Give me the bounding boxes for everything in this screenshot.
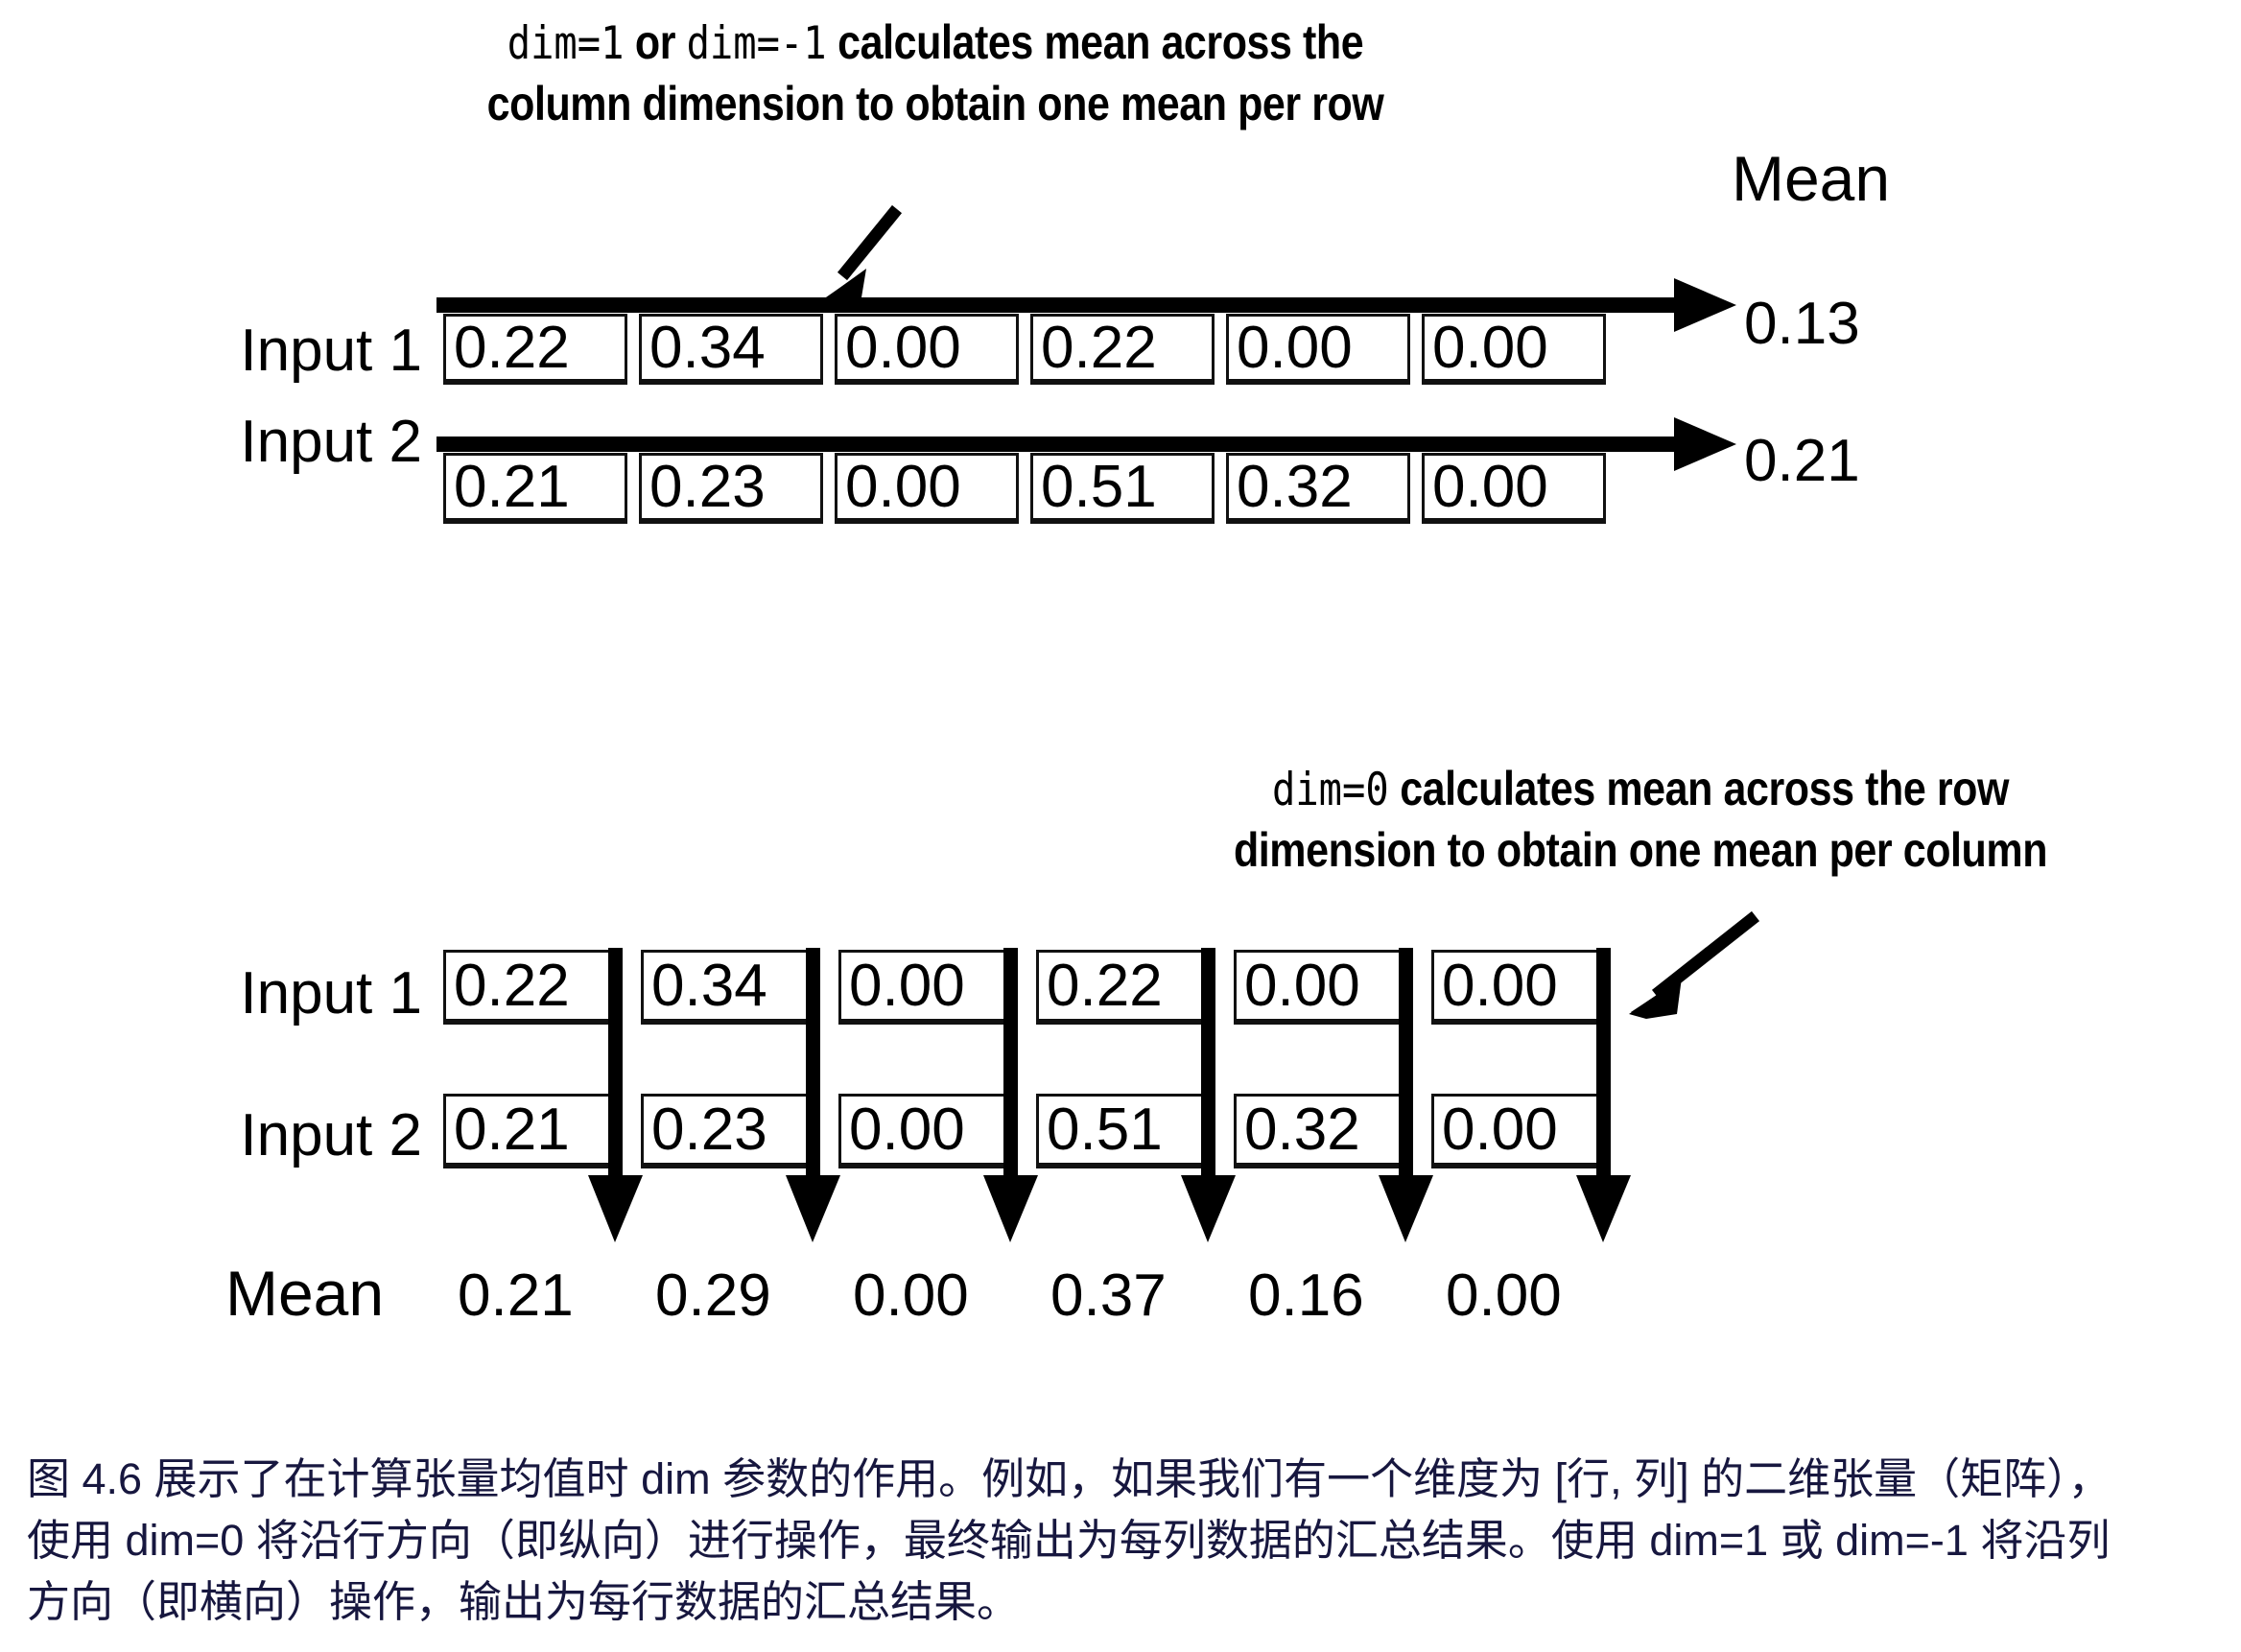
top-caption-line-1: dim=1 or dim=-1 calculates mean across t… (403, 12, 1467, 73)
table2-cell-r0c5: 0.00 (1431, 950, 1602, 1025)
top-caption-line-2: column dimension to obtain one mean per … (486, 77, 1384, 131)
top-caption: dim=1 or dim=-1 calculates mean across t… (403, 12, 1467, 134)
table2-col-mean-1: 0.29 (655, 1263, 771, 1329)
table1-cell-r1c3: 0.51 (1030, 453, 1215, 524)
table2-cell-r0c1: 0.34 (641, 950, 812, 1025)
table1-row-mean-0: 0.13 (1744, 291, 1860, 357)
table2-row-label-input-1: Input 1 (240, 960, 422, 1027)
bottom-caption-line-1: dim=0 calculates mean across the row (1129, 758, 2152, 819)
table2-cell-r1c3: 0.51 (1036, 1094, 1207, 1168)
table2-cell-r0c3: 0.22 (1036, 950, 1207, 1025)
code-dim-minus-1: dim=-1 (686, 17, 827, 70)
table1-cell-r1c2: 0.00 (835, 453, 1019, 524)
figure-caption-line-2: 使用 dim=0 将沿行方向（即纵向）进行操作，最终输出为每列数据的汇总结果。使… (27, 1515, 2111, 1565)
bottom-caption-line-2: dimension to obtain one mean per column (1233, 823, 2048, 878)
table1-cell-r1c5: 0.00 (1422, 453, 1606, 524)
top-caption-tail: calculates mean across the (826, 15, 1364, 69)
table2-cell-r0c0: 0.22 (443, 950, 614, 1025)
table1-cell-r0c1: 0.34 (639, 314, 823, 385)
table1-cell-r1c4: 0.32 (1226, 453, 1410, 524)
top-caption-or: or (624, 15, 687, 69)
table1-row-mean-1: 0.21 (1744, 428, 1860, 494)
table1-cell-r0c4: 0.00 (1226, 314, 1410, 385)
table1-cell-r0c2: 0.00 (835, 314, 1019, 385)
table2-cell-r1c1: 0.23 (641, 1094, 812, 1168)
table2-row-label-input-2: Input 2 (240, 1102, 422, 1168)
figure-caption-line-1: 图 4.6 展示了在计算张量均值时 dim 参数的作用。例如，如果我们有一个维度… (27, 1454, 2111, 1503)
table2-col-mean-0: 0.21 (458, 1263, 574, 1329)
table1-row-label-input-1: Input 1 (240, 318, 422, 384)
bottom-caption: dim=0 calculates mean across the row dim… (1129, 758, 2152, 881)
table2-mean-header: Mean (225, 1258, 385, 1329)
top-diagonal-pointer-arrow-icon (821, 204, 903, 307)
code-dim-1: dim=1 (507, 17, 625, 70)
table1-cell-r0c0: 0.22 (443, 314, 627, 385)
table2-cell-r1c2: 0.00 (838, 1094, 1009, 1168)
table1-row-label-input-2: Input 2 (240, 409, 422, 475)
figure-caption-line-3: 方向（即横向）操作，输出为每行数据的汇总结果。 (27, 1576, 1021, 1626)
table1-cell-r0c3: 0.22 (1030, 314, 1215, 385)
figure-caption: 图 4.6 展示了在计算张量均值时 dim 参数的作用。例如，如果我们有一个维度… (27, 1449, 2224, 1633)
table1-cell-r0c5: 0.00 (1422, 314, 1606, 385)
table2-cell-r0c2: 0.00 (838, 950, 1009, 1025)
bottom-diagonal-pointer-arrow-icon (1629, 910, 1760, 1019)
code-dim-0: dim=0 (1271, 764, 1389, 816)
table2-cell-r1c4: 0.32 (1234, 1094, 1404, 1168)
table2-col-mean-5: 0.00 (1446, 1263, 1562, 1329)
table2-col-mean-4: 0.16 (1248, 1263, 1364, 1329)
table1-mean-header: Mean (1732, 143, 1891, 214)
table2-col-mean-2: 0.00 (853, 1263, 969, 1329)
table2-col-mean-3: 0.37 (1050, 1263, 1167, 1329)
bottom-caption-tail: calculates mean across the row (1388, 762, 2009, 815)
table2-cell-r1c5: 0.00 (1431, 1094, 1602, 1168)
table2-cell-r0c4: 0.00 (1234, 950, 1404, 1025)
table1-cell-r1c1: 0.23 (639, 453, 823, 524)
table2-cell-r1c0: 0.21 (443, 1094, 614, 1168)
table1-cell-r1c0: 0.21 (443, 453, 627, 524)
